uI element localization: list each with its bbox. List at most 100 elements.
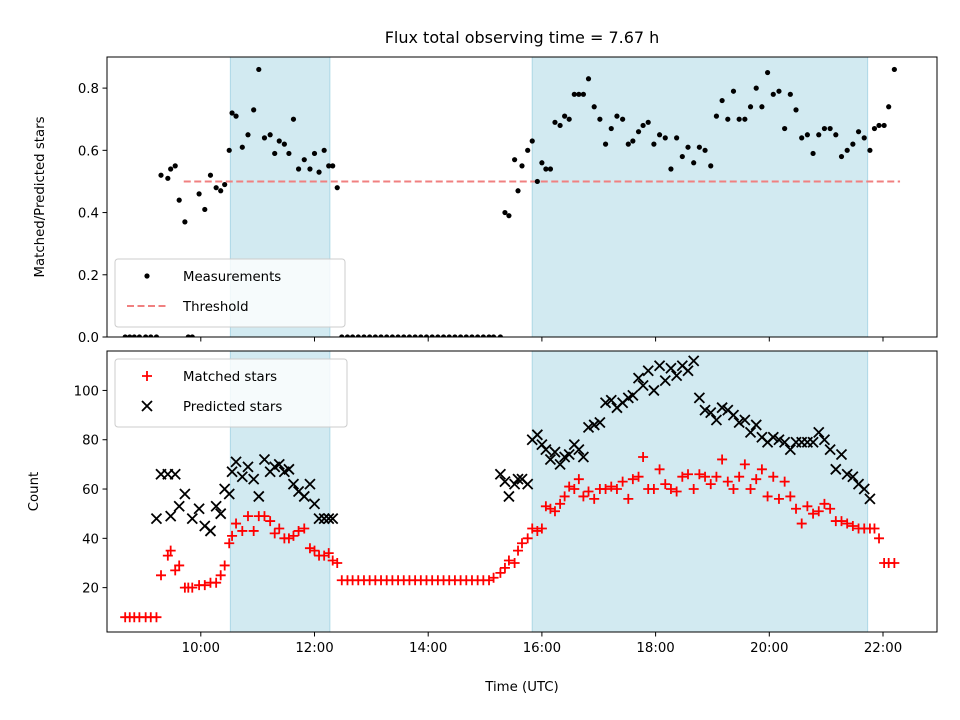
measurement-point <box>131 334 137 337</box>
matched-stars-point <box>717 454 728 465</box>
measurement-point <box>475 334 481 337</box>
matched-stars-point <box>237 525 248 536</box>
matched-stars-point <box>813 506 824 517</box>
legend-label: Threshold <box>182 300 249 315</box>
measurement-point <box>435 334 441 337</box>
measurement-point <box>172 163 178 169</box>
matched-stars-point <box>791 503 802 514</box>
predicted-stars-point <box>223 488 235 500</box>
measurement-point <box>469 334 475 337</box>
measurement-point <box>838 153 845 160</box>
measurement-point <box>502 209 508 216</box>
measurement-point <box>844 147 850 153</box>
measurement-point <box>543 166 549 172</box>
matched-stars-point <box>671 486 682 497</box>
matched-stars-point <box>274 523 285 534</box>
measurement-point <box>685 144 691 150</box>
measurement-point <box>585 76 592 82</box>
legend-label: Predicted stars <box>183 400 282 415</box>
measurement-point <box>245 132 251 138</box>
measurement-point <box>286 150 292 157</box>
measurement-point <box>446 334 452 337</box>
measurement-point <box>725 116 731 122</box>
predicted-stars-point <box>204 525 217 537</box>
matched-stars-point <box>700 471 711 482</box>
measurement-point <box>608 125 614 132</box>
axes-frame <box>106 56 938 338</box>
matched-stars-point <box>660 479 671 490</box>
matched-stars-point <box>654 464 665 475</box>
measurement-point <box>213 185 219 191</box>
x-tick-label: 18:00 <box>636 641 674 656</box>
measurement-point <box>850 141 856 147</box>
matched-stars-point <box>785 491 796 502</box>
predicted-stars-point <box>824 443 836 456</box>
matched-stars-point <box>555 498 566 509</box>
predicted-stars-point <box>830 463 842 475</box>
measurement-point <box>480 334 486 337</box>
matched-stars-point <box>683 469 693 480</box>
measurement-point <box>861 135 867 141</box>
matched-stars-point <box>265 516 276 527</box>
measurement-point <box>515 188 521 194</box>
measurement-point <box>122 334 128 337</box>
matched-stars-point <box>583 486 594 497</box>
matched-stars-point <box>825 503 836 514</box>
measurement-point <box>881 122 887 129</box>
predicted-stars-point <box>670 370 683 382</box>
measurement-point <box>281 141 287 147</box>
predicted-stars-point <box>841 468 853 480</box>
measurement-point <box>651 141 657 147</box>
predicted-stars-point <box>173 500 185 512</box>
matched-stars-point <box>499 562 510 573</box>
measurement-point <box>799 135 805 141</box>
measurement-point <box>490 334 497 337</box>
predicted-stars-point <box>318 512 330 525</box>
measurement-point <box>656 132 663 138</box>
predicted-stars-point <box>716 402 728 414</box>
measurement-point <box>625 141 631 147</box>
predicted-stars-point <box>512 473 524 485</box>
measurement-point <box>529 138 535 144</box>
measurement-point <box>334 185 340 191</box>
matched-stars-point <box>323 548 334 559</box>
predicted-stars-point <box>835 448 848 461</box>
plot-area <box>120 351 900 632</box>
measurement-point <box>719 97 725 104</box>
predicted-stars-point <box>327 512 339 525</box>
predicted-stars-point <box>588 419 600 431</box>
measurement-point <box>674 135 680 141</box>
measurement-point <box>127 334 133 337</box>
measurement-point <box>736 116 742 122</box>
x-tick-label: 10:00 <box>182 641 220 656</box>
measurement-point <box>539 160 545 166</box>
matched-stars-point <box>677 471 688 482</box>
predicted-stars-point <box>150 512 163 525</box>
predicted-stars-point <box>549 446 561 458</box>
measurement-point <box>534 178 540 185</box>
legend: Measurements Threshold <box>114 258 346 328</box>
predicted-stars-point <box>308 498 321 510</box>
measurement-point <box>867 147 873 153</box>
matched-stars-point <box>211 577 222 588</box>
measurement-point <box>256 66 262 73</box>
predicted-stars-point <box>682 365 694 377</box>
matched-stars-point <box>745 484 756 495</box>
measurement-point <box>326 163 332 169</box>
measurement-point <box>804 132 810 138</box>
measurement-point <box>321 147 327 153</box>
measurement-point <box>429 334 435 337</box>
predicted-stars-point <box>499 476 511 488</box>
matched-stars-point <box>711 471 722 482</box>
measurement-point <box>640 122 646 129</box>
measurement-point <box>679 153 685 160</box>
measurement-point <box>614 113 620 119</box>
measurement-point <box>389 334 395 337</box>
matched-stars-point <box>762 491 773 502</box>
predicted-stars-point <box>818 434 831 446</box>
x-tick-label: 12:00 <box>295 641 333 656</box>
matched-stars-point <box>819 498 830 509</box>
predicted-stars-point <box>653 360 666 372</box>
measurement-point <box>519 163 525 169</box>
predicted-stars-point <box>648 384 660 397</box>
